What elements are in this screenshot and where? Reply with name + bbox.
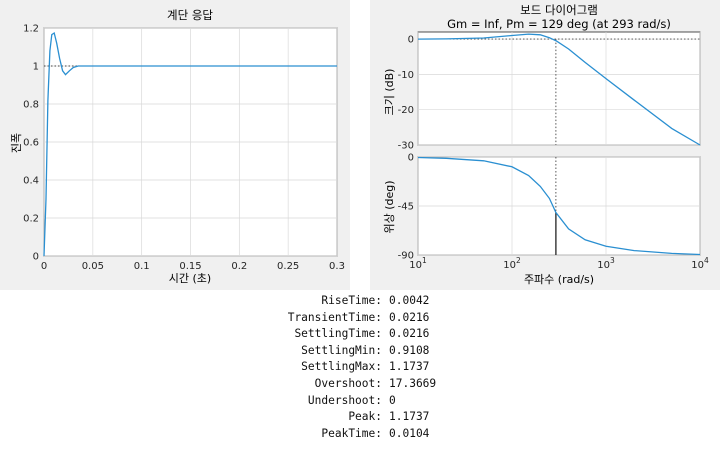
bode-magnitude-ylabel: 크기 (dB) (383, 69, 396, 116)
step-info-value: 0.0216 (389, 327, 430, 341)
step-info-row: SettlingMax: 1.1737 (0, 360, 720, 377)
bode-phase-y-tick-label: -90 (398, 251, 414, 262)
step-info-name: SettlingMax: (301, 360, 382, 374)
bode-subtitle: Gm = Inf, Pm = 129 deg (at 293 rad/s) (447, 17, 671, 31)
step-info-value: 17.3669 (389, 377, 437, 390)
step-info-value: 0.0104 (389, 426, 430, 440)
step-x-tick-label: 0.15 (179, 261, 201, 272)
bode-title: 보드 다이어그램 (520, 3, 598, 17)
bode-xlabel: 주파수 (rad/s) (524, 273, 594, 286)
figure-area: 0 0.05 0.1 0.15 0.2 0.25 0.3 0 0.2 0.4 0.6 0.8 1 1.2 … (0, 0, 720, 290)
step-info-row: SettlingMin: 0.9108 (0, 344, 720, 361)
bode-x-tick-label: 103 (597, 256, 615, 271)
step-info-row: Peak: 1.1737 (0, 410, 720, 427)
bode-x-tick-label: 102 (503, 256, 521, 271)
bode-magnitude-y-tick-label: 0 (408, 35, 414, 46)
step-info-row: PeakTime: 0.0104 (0, 427, 720, 444)
bode-phase-ylabel: 위상 (deg) (383, 180, 396, 233)
bode-grid (417, 32, 701, 256)
bode-magnitude-y-tick-label: -10 (398, 70, 414, 81)
step-tick-labels: 0 0.05 0.1 0.15 0.2 0.25 0.3 0 0.2 0.4 0.6 0.8 1 1.2 (23, 24, 345, 273)
bode-magnitude-y-tick-label: -20 (398, 105, 414, 116)
bode-phase-line (417, 156, 701, 256)
bode-magnitude-line (417, 33, 701, 146)
step-info-row: Overshoot: 17.3669 (0, 377, 720, 394)
bode-x-tick-label: 101 (409, 256, 427, 271)
step-y-tick-label: 1.2 (23, 24, 39, 35)
bode-x-tick-label: 104 (691, 256, 709, 271)
step-info-name: Overshoot: (314, 377, 382, 390)
step-info-value: 0.0216 (389, 310, 430, 324)
step-info-name: SettlingMin: (301, 343, 382, 357)
bode-plot (417, 33, 701, 256)
step-info-value: 0.9108 (389, 343, 430, 357)
step-info-output: RiseTime: 0.0042 TransientTime: 0.0216 Settl… (0, 294, 720, 450)
step-info-row: Undershoot: 0 (0, 394, 720, 411)
step-x-tick-label: 0.3 (329, 261, 345, 272)
step-info-name: Peak: (348, 410, 382, 424)
step-x-tick-label: 0 (41, 261, 47, 272)
step-x-tick-label: 0.25 (277, 261, 299, 272)
step-response-line (43, 31, 337, 257)
bode-magnitude-y-tick-label: -30 (398, 141, 414, 152)
step-info-row: TransientTime: 0.0216 (0, 311, 720, 328)
step-info-value: 0 (389, 393, 396, 407)
step-info-name: Undershoot: (307, 393, 382, 407)
step-info-value: 0.0042 (389, 294, 430, 307)
step-title: 계단 응답 (167, 8, 213, 22)
bode-tick-labels: -30 -20 -10 0 -90 -45 0 101 102 103 104 (398, 35, 709, 271)
step-info-row: SettlingTime: 0.0216 (0, 327, 720, 344)
step-info-name: PeakTime: (321, 426, 382, 440)
bode-phase-y-tick-label: -45 (398, 202, 414, 213)
step-info-name: TransientTime: (287, 310, 382, 324)
step-y-tick-label: 0.6 (23, 138, 39, 149)
step-xlabel: 시간 (초) (169, 272, 211, 285)
step-x-tick-label: 0.2 (231, 261, 247, 272)
step-y-tick-label: 1 (33, 62, 39, 73)
step-ylabel: 진폭 (10, 133, 23, 153)
step-y-tick-label: 0.4 (23, 176, 39, 187)
step-plot (43, 31, 337, 257)
step-info-row: RiseTime: 0.0042 (0, 294, 720, 311)
step-info-name: RiseTime: (321, 294, 382, 307)
figure-canvas: 0 0.05 0.1 0.15 0.2 0.25 0.300.20.40.60.811.2 … (0, 0, 720, 290)
step-y-tick-label: 0 (33, 252, 39, 263)
bode-phase-y-tick-label: 0 (408, 153, 414, 164)
bode-magnitude-axes (417, 31, 701, 146)
step-y-tick-label: 0.8 (23, 100, 39, 111)
step-x-tick-label: 0.1 (134, 261, 150, 272)
step-y-tick-label: 0.2 (23, 214, 39, 225)
step-info-value: 1.1737 (389, 360, 430, 374)
step-info-name: SettlingTime: (294, 327, 382, 341)
step-x-tick-label: 0.05 (82, 261, 104, 272)
step-info-value: 1.1737 (389, 410, 430, 424)
